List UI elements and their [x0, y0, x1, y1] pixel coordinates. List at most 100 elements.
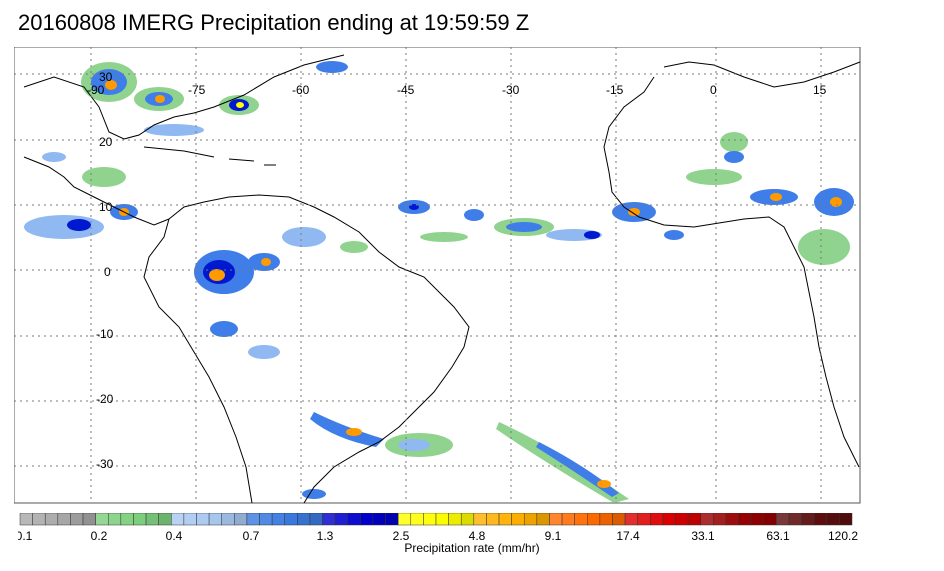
precip-cell [584, 231, 600, 239]
colorbar-swatch [410, 513, 424, 526]
precip-cell [316, 61, 348, 73]
colorbar-swatch [624, 513, 638, 526]
map-title: 20160808 IMERG Precipitation ending at 1… [18, 10, 530, 35]
precip-cell [261, 258, 271, 266]
precip-cell [302, 489, 326, 499]
precip-cell [82, 167, 126, 187]
precip-cell [42, 152, 66, 162]
colorbar-swatch [788, 513, 802, 526]
colorbar-swatch [171, 513, 185, 526]
colorbar-swatch [536, 513, 550, 526]
colorbar-swatch [158, 513, 172, 526]
lon-label: -60 [292, 83, 310, 97]
colorbar-tick-label: 17.4 [616, 529, 640, 541]
colorbar-swatch [385, 513, 399, 526]
colorbar-swatch [486, 513, 500, 526]
lat-label: 10 [99, 200, 113, 214]
lat-lon-grid [14, 47, 860, 503]
colorbar-tick-label: 4.8 [469, 529, 486, 541]
colorbar-swatch [523, 513, 538, 526]
colorbar-swatch [637, 513, 651, 526]
colorbar-swatches [19, 513, 853, 526]
lat-label: -10 [96, 327, 114, 341]
precip-cell [210, 321, 238, 337]
colorbar-swatch [133, 513, 147, 526]
coastline-europe [663, 61, 861, 88]
precip-cell [398, 439, 430, 451]
colorbar-swatch [687, 513, 701, 526]
colorbar-swatch [813, 513, 828, 526]
precip-cell [236, 102, 244, 108]
colorbar-swatch [574, 513, 588, 526]
precip-cell [155, 95, 165, 103]
colorbar-swatch [32, 513, 46, 526]
colorbar-title: Precipitation rate (mm/hr) [404, 541, 540, 555]
lon-label: -90 [87, 83, 105, 97]
colorbar-tick-label: 1.3 [317, 529, 334, 541]
colorbar-swatch [221, 513, 235, 526]
colorbar-swatch [700, 513, 714, 526]
colorbar-tick-label: 0.7 [243, 529, 260, 541]
precip-cell [340, 241, 368, 253]
precip-band [310, 412, 384, 447]
colorbar-swatch [297, 513, 311, 526]
lat-label: 30 [99, 70, 113, 84]
lat-label: 20 [99, 135, 113, 149]
colorbar-swatch [423, 513, 437, 526]
colorbar-swatch [120, 513, 134, 526]
precip-cell [724, 151, 744, 163]
lon-label: 0 [710, 83, 717, 97]
coastline-north-america [23, 54, 345, 140]
precip-cell [105, 80, 117, 90]
coastline-south-america [143, 194, 470, 504]
precip-cell [686, 169, 742, 185]
lon-label: -45 [397, 83, 415, 97]
colorbar-tick-label: 33.1 [691, 529, 715, 541]
colorbar-swatch [650, 513, 664, 526]
colorbar-swatch [473, 513, 487, 526]
colorbar-swatch [95, 513, 109, 526]
colorbar-swatch [19, 513, 33, 526]
colorbar-swatch [561, 513, 575, 526]
colorbar-tick-label: 9.1 [545, 529, 562, 541]
precipitation-layer [24, 61, 854, 503]
colorbar-swatch [44, 513, 59, 526]
precip-cell [798, 229, 850, 265]
coastlines [23, 54, 861, 504]
precip-cell [24, 215, 104, 239]
lon-label: -15 [606, 83, 624, 97]
lat-label: 0 [104, 265, 111, 279]
colorbar-swatch [322, 513, 336, 526]
colorbar-swatch [675, 513, 689, 526]
colorbar-swatch [360, 513, 374, 526]
colorbar-swatch [334, 513, 349, 526]
colorbar-swatch [284, 513, 298, 526]
colorbar-swatch [587, 513, 601, 526]
colorbar-labels: 0.1 0.2 0.4 0.7 1.3 2.5 4.8 9.1 17.4 33.… [18, 529, 858, 541]
precipitation-map: -90 -75 -60 -45 -30 -15 0 15 30 20 10 0 … [14, 47, 861, 504]
precip-cell [67, 219, 91, 231]
precip-cell [720, 132, 748, 152]
precip-cell [346, 428, 362, 436]
colorbar-swatch [826, 513, 840, 526]
colorbar-swatch [801, 513, 815, 526]
colorbar-tick-label: 120.2 [828, 529, 858, 541]
colorbar-swatch [372, 513, 386, 526]
colorbar-swatch [750, 513, 765, 526]
precip-cell [209, 269, 225, 281]
colorbar-swatch [259, 513, 273, 526]
colorbar-swatch [183, 513, 197, 526]
colorbar-swatch [107, 513, 122, 526]
precip-cell [597, 480, 611, 488]
colorbar-tick-label: 0.1 [18, 529, 33, 541]
colorbar-swatch [435, 513, 449, 526]
colorbar-swatch [234, 513, 248, 526]
coastline-central-america [23, 156, 170, 226]
colorbar-swatch [776, 513, 790, 526]
lon-label: -75 [188, 83, 206, 97]
colorbar-tick-label: 63.1 [766, 529, 790, 541]
lon-label: -30 [502, 83, 520, 97]
lat-label: -20 [96, 392, 114, 406]
precip-cell [420, 232, 468, 242]
colorbar-tick-label: 0.2 [91, 529, 108, 541]
